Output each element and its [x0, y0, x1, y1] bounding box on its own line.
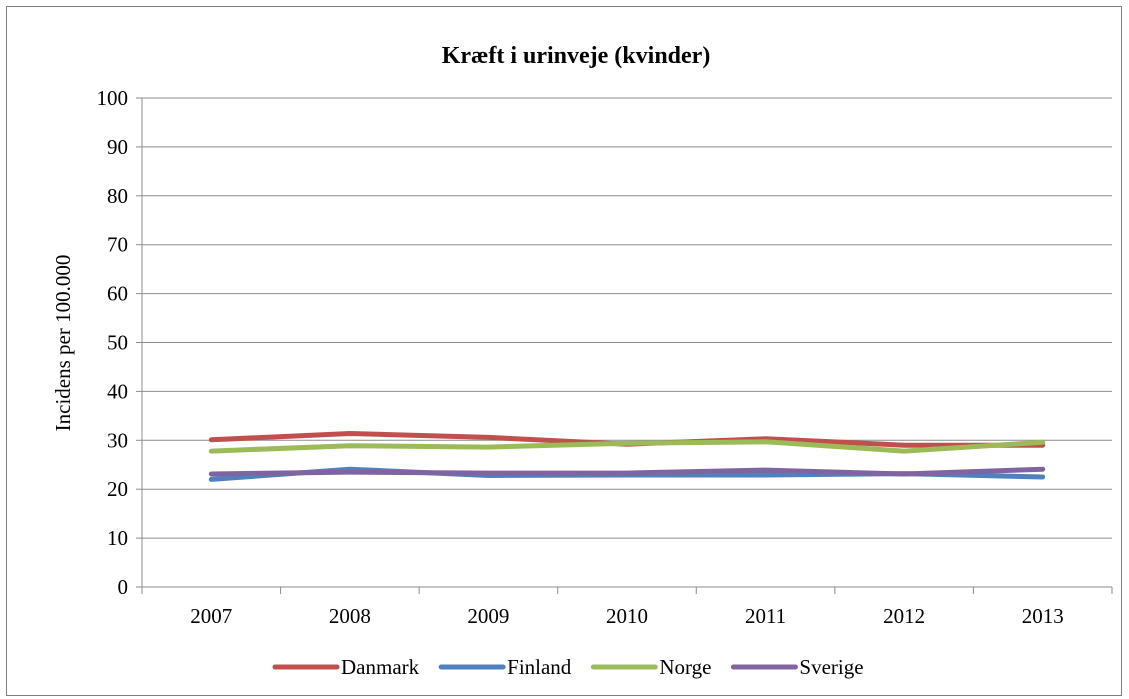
series-line-norge: [208, 439, 1046, 454]
chart-frame: [6, 6, 1122, 696]
y-tick-label: 70: [107, 233, 128, 257]
y-tick-label: 30: [107, 428, 128, 452]
y-axis-ticks: 0 10 20 30 40 50 60 70 80 90 100: [97, 86, 142, 599]
x-tick-label: 2010: [606, 604, 648, 628]
legend-item-norge: Norge: [590, 655, 711, 679]
gridlines: [142, 97, 1112, 539]
x-tick-label: 2009: [467, 604, 509, 628]
legend-label: Danmark: [341, 655, 420, 679]
legend-label: Norge: [659, 655, 711, 679]
legend-item-finland: Finland: [438, 655, 572, 679]
legend: Danmark Finland Norge Sverige: [272, 655, 864, 679]
x-tick-label: 2012: [883, 604, 925, 628]
y-tick-label: 90: [107, 135, 128, 159]
chart-title: Kræft i urinveje (kvinder): [442, 43, 711, 69]
y-tick-label: 50: [107, 331, 128, 355]
legend-label: Finland: [507, 655, 572, 679]
series-lines: [208, 431, 1046, 482]
legend-label: Sverige: [799, 655, 863, 679]
y-tick-label: 100: [97, 86, 129, 110]
x-tick-label: 2008: [329, 604, 371, 628]
x-axis: 2007 2008 2009 2010 2011 2012 2013: [141, 98, 1113, 628]
y-tick-label: 10: [107, 526, 128, 550]
y-tick-label: 0: [118, 575, 129, 599]
y-tick-label: 20: [107, 477, 128, 501]
x-tick-label: 2011: [745, 604, 786, 628]
legend-item-sverige: Sverige: [730, 655, 864, 679]
series-line-sverige: [208, 466, 1046, 477]
x-tick-label: 2013: [1022, 604, 1064, 628]
y-tick-label: 40: [107, 379, 128, 403]
y-axis-label: Incidens per 100.000: [51, 255, 75, 432]
y-tick-label: 80: [107, 184, 128, 208]
y-tick-label: 60: [107, 282, 128, 306]
x-tick-label: 2007: [190, 604, 232, 628]
legend-item-danmark: Danmark: [272, 655, 420, 679]
